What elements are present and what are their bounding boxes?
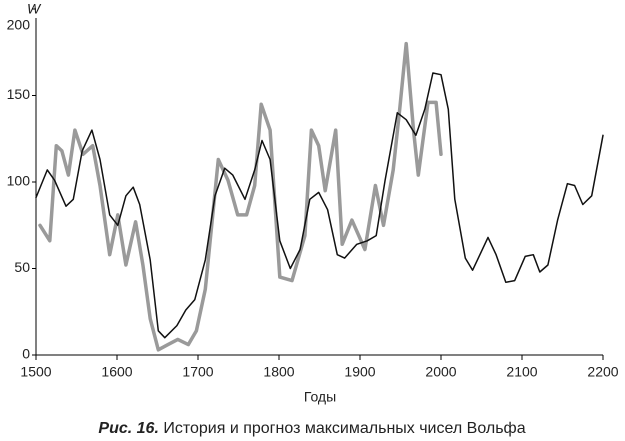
y-tick-label: 0 <box>22 346 30 362</box>
x-tick-label: 2200 <box>587 364 618 380</box>
x-tick-label: 2100 <box>506 364 537 380</box>
y-tick-label: 100 <box>7 173 31 189</box>
y-tick-label: 200 <box>7 17 31 33</box>
caption-label: Рис. 16. <box>98 420 158 437</box>
series-line <box>38 41 443 352</box>
caption-text: История и прогноз максимальных чисел Вол… <box>163 420 525 437</box>
series-line <box>35 72 604 339</box>
x-axis-label: Годы <box>304 389 336 405</box>
x-tick-label: 1600 <box>101 364 132 380</box>
x-tick-label: 1800 <box>263 364 294 380</box>
x-tick-label: 1900 <box>344 364 375 380</box>
y-tick-label: 50 <box>14 259 30 275</box>
x-tick-label: 1500 <box>20 364 51 380</box>
y-tick-label: 150 <box>7 86 31 102</box>
x-tick-label: 2000 <box>425 364 456 380</box>
caption: Рис. 16. История и прогноз максимальных … <box>98 420 525 437</box>
x-tick-label: 1700 <box>182 364 213 380</box>
